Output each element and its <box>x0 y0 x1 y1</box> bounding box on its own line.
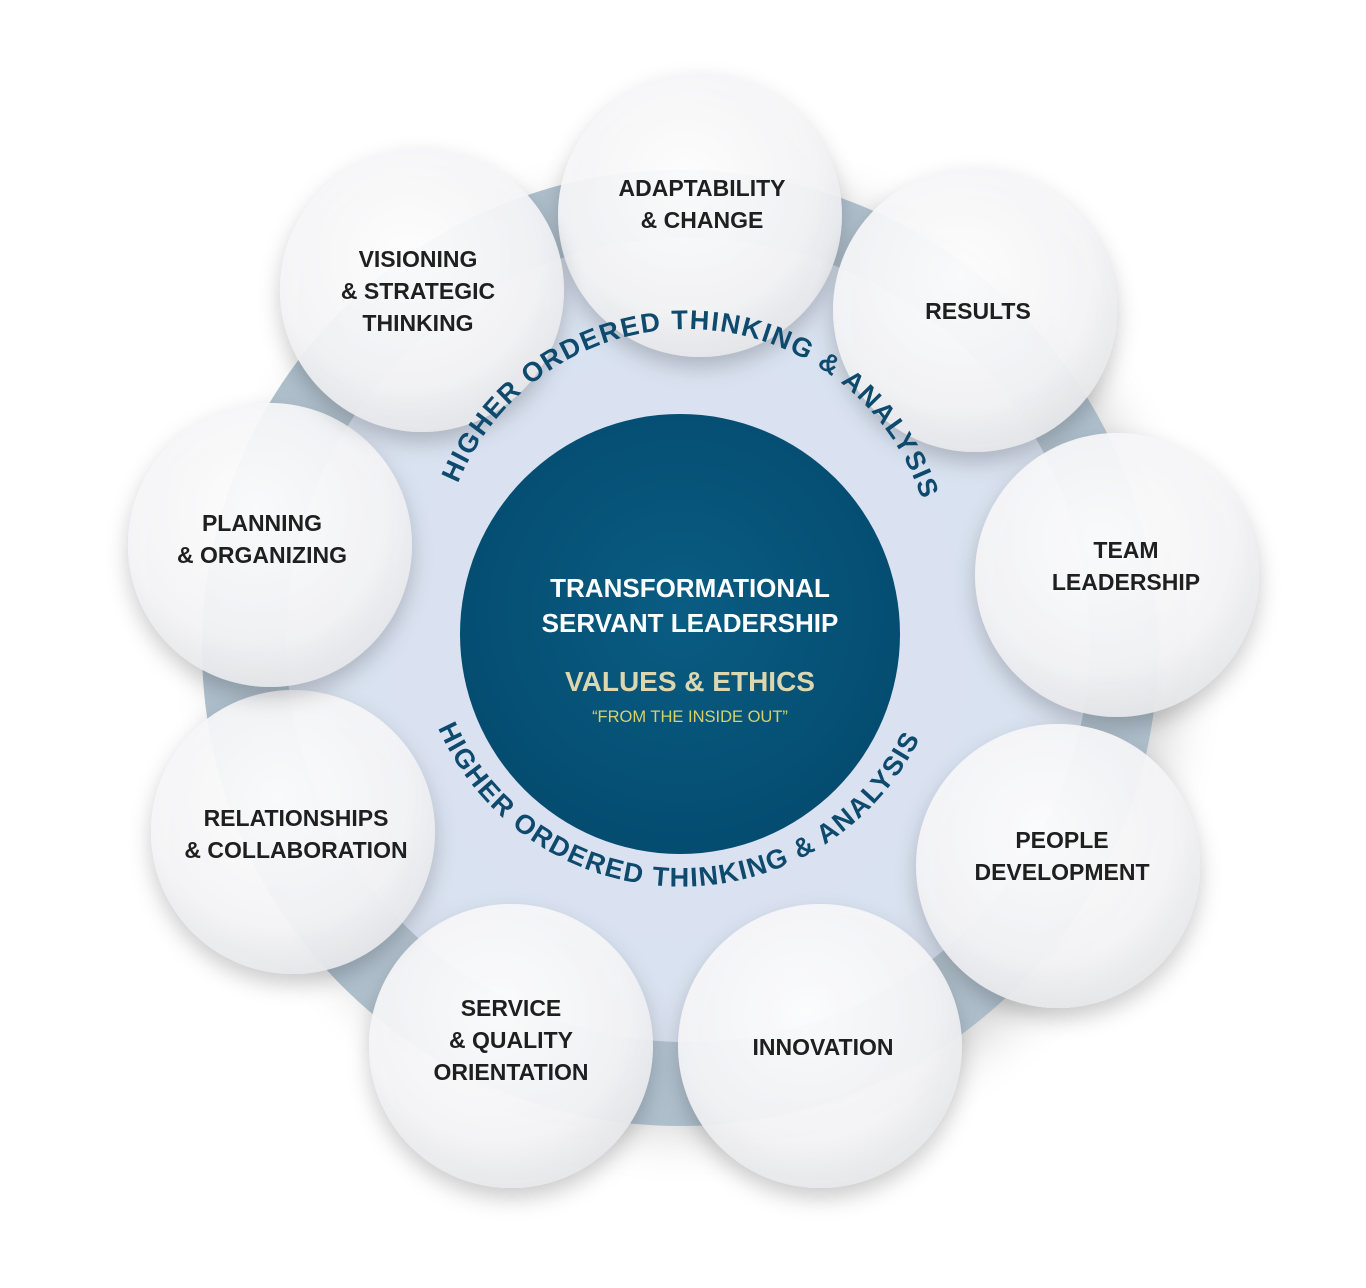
competency-circle <box>833 168 1117 452</box>
competency-label-line: & QUALITY <box>449 1027 573 1053</box>
competency-circle <box>151 690 435 974</box>
competency-label-line: ORIENTATION <box>433 1059 588 1085</box>
competency-label-line: LEADERSHIP <box>1052 569 1200 595</box>
competency-label-line: & ORGANIZING <box>177 542 347 568</box>
competency-label-line: INNOVATION <box>753 1034 894 1060</box>
competency-label-line: TEAM <box>1093 537 1158 563</box>
competency-nodes: ADAPTABILITY & CHANGE RESULTS TEAM LEADERSHI… <box>128 73 1259 1188</box>
competency-label-line: & COLLABORATION <box>184 837 407 863</box>
competency-visioning: VISIONING & STRATEGIC THINKING <box>280 148 564 432</box>
competency-team-leadership: TEAM LEADERSHIP <box>975 433 1259 717</box>
core-tagline: “FROM THE INSIDE OUT” <box>592 708 788 726</box>
competency-label-line: VISIONING <box>359 246 478 272</box>
competency-adaptability: ADAPTABILITY & CHANGE <box>558 73 842 357</box>
competency-label-line: RESULTS <box>925 298 1031 324</box>
core-title-line2: SERVANT LEADERSHIP <box>542 608 839 638</box>
competency-circle <box>369 904 653 1188</box>
competency-label-line: & STRATEGIC <box>341 278 495 304</box>
competency-circle <box>128 403 412 687</box>
competency-innovation: INNOVATION <box>678 904 962 1188</box>
competency-people-development: PEOPLE DEVELOPMENT <box>916 724 1200 1008</box>
competency-results: RESULTS <box>833 168 1117 452</box>
competency-label-line: DEVELOPMENT <box>974 859 1149 885</box>
competency-label-line: SERVICE <box>461 995 562 1021</box>
competency-circle <box>558 73 842 357</box>
competency-circle <box>916 724 1200 1008</box>
core-title-line1: TRANSFORMATIONAL <box>550 573 830 603</box>
competency-circle <box>975 433 1259 717</box>
competency-circle <box>678 904 962 1188</box>
competency-label-line: THINKING <box>362 310 473 336</box>
competency-label-line: ADAPTABILITY <box>619 175 786 201</box>
competency-label-line: PEOPLE <box>1015 827 1108 853</box>
competency-label-line: PLANNING <box>202 510 322 536</box>
competency-label-line: & CHANGE <box>641 207 764 233</box>
competency-label-line: RELATIONSHIPS <box>204 805 389 831</box>
competency-circle <box>280 148 564 432</box>
competency-relationships: RELATIONSHIPS & COLLABORATION <box>151 690 435 974</box>
competency-planning: PLANNING & ORGANIZING <box>128 403 412 687</box>
core-circle <box>460 414 900 854</box>
core-values: VALUES & ETHICS <box>565 666 815 697</box>
competency-service-quality: SERVICE & QUALITY ORIENTATION <box>369 904 653 1188</box>
